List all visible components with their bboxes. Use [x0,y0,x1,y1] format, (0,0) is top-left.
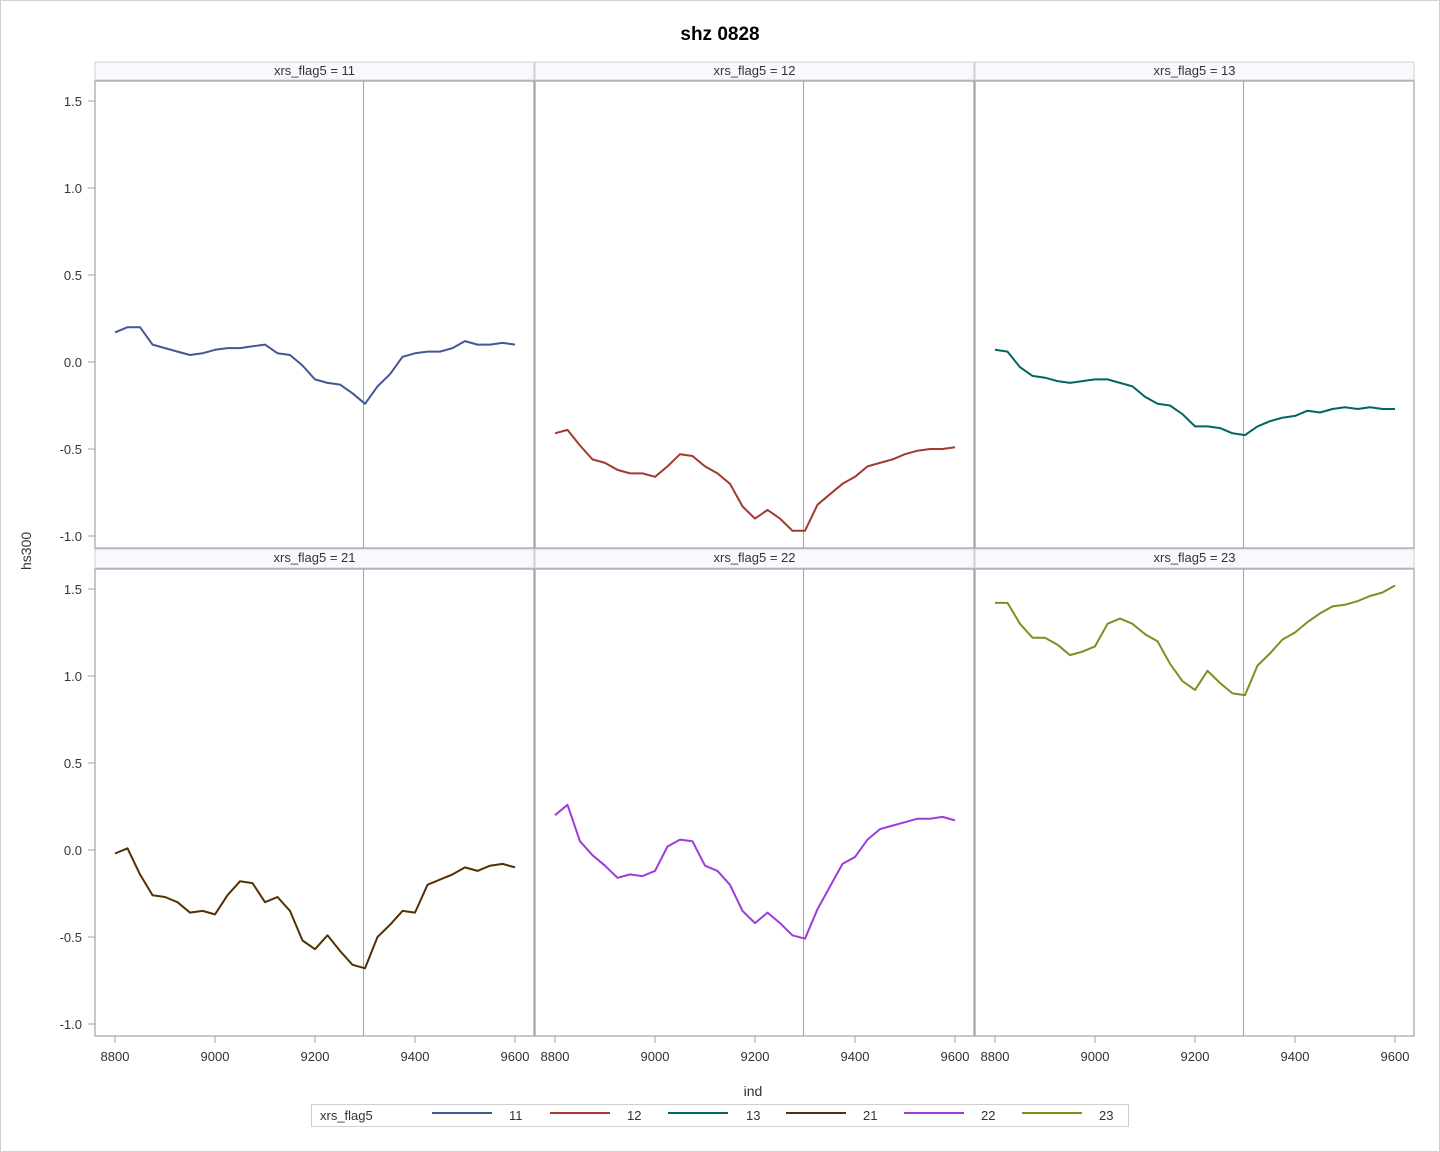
x-tick-label: 9600 [941,1049,970,1064]
legend-swatch-12 [550,1112,610,1114]
panel-523: xrs_flag5 = 23 [974,548,1415,1037]
panel-511: xrs_flag5 = 11 [94,61,535,549]
legend-swatch-22 [904,1112,964,1114]
panel-513: xrs_flag5 = 13 [974,61,1415,549]
legend-label-12: 12 [627,1108,642,1123]
panel-521: xrs_flag5 = 21 [94,548,535,1037]
x-tick-label: 9400 [841,1049,870,1064]
x-tick-label: 8800 [101,1049,130,1064]
y-tick-label: -1.0 [60,529,82,544]
x-tick-label: 9400 [1281,1049,1310,1064]
x-tick-label: 9000 [641,1049,670,1064]
legend-label-11: 11 [509,1108,523,1123]
legend: xrs_flag5 11 12 13 21 22 23 [311,1104,1129,1127]
x-tick-label: 9200 [301,1049,330,1064]
panel-header-label: xrs_flag5 = 11 [274,63,355,78]
legend-label-21: 21 [863,1108,878,1123]
y-axis-label: hs300 [18,531,34,570]
panel-header-label: xrs_flag5 = 12 [713,63,795,78]
y-tick-label: 1.5 [64,582,82,597]
series-line [994,348,1395,437]
panel-header-label: xrs_flag5 = 23 [1153,550,1235,565]
x-tick-label: 9200 [1181,1049,1210,1064]
x-tick-label: 8800 [541,1049,570,1064]
legend-label-13: 13 [746,1108,761,1123]
x-tick-label: 9200 [741,1049,770,1064]
y-tick-label: 0.5 [64,756,82,771]
legend-swatch-13 [668,1112,728,1114]
y-tick-label: 0.0 [64,355,82,370]
panel-header-label: xrs_flag5 = 13 [1153,63,1235,78]
x-tick-label: 8800 [981,1049,1010,1064]
x-tick-label: 9000 [1081,1049,1110,1064]
y-tick-label: 1.0 [64,181,82,196]
y-tick-label: 0.5 [64,268,82,283]
legend-swatch-21 [786,1112,846,1114]
x-tick-label: 9600 [501,1049,530,1064]
y-tick-label: 1.5 [64,94,82,109]
y-tick-label: 0.0 [64,843,82,858]
chart-title: shz 0828 [680,24,760,45]
series-line [995,584,1396,697]
series-line [554,803,956,940]
series-line [114,847,516,970]
x-tick-label: 9000 [201,1049,230,1064]
panel-522: xrs_flag5 = 22 [534,548,975,1037]
legend-swatch-11 [432,1112,492,1114]
panel-header-label: xrs_flag5 = 22 [713,550,795,565]
panel-header-label: xrs_flag5 = 21 [273,550,355,565]
y-tick-label: -0.5 [60,930,82,945]
x-tick-label: 9600 [1381,1049,1410,1064]
y-tick-label: 1.0 [64,669,82,684]
x-axis-label: ind [743,1083,763,1099]
legend-title: xrs_flag5 [320,1108,373,1123]
panel-512: xrs_flag5 = 12 [534,61,975,549]
y-tick-label: -0.5 [60,442,82,457]
series-line [114,326,516,405]
legend-label-22: 22 [981,1108,996,1123]
legend-swatch-23 [1022,1112,1082,1114]
series-line [554,428,956,532]
y-tick-label: -1.0 [60,1017,82,1032]
legend-label-23: 23 [1099,1108,1114,1123]
x-tick-label: 9400 [401,1049,430,1064]
